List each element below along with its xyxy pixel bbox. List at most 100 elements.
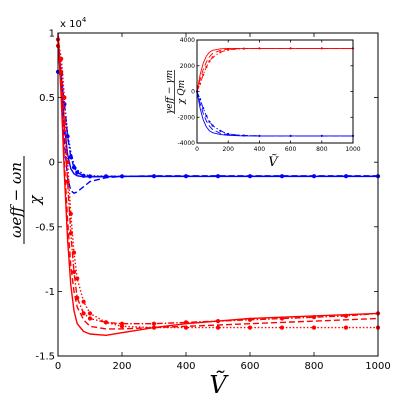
main-y-tick-label: 1	[49, 29, 55, 40]
inset-y-tick-label: -2000	[178, 114, 196, 121]
inset-series-5-point	[211, 124, 214, 127]
inset-y-tick-label: 0	[191, 89, 195, 96]
main-series-7-point	[247, 325, 253, 330]
main-plot-frame	[57, 32, 379, 357]
inset-x-tick-label: 800	[316, 146, 328, 153]
main-series-6-point	[81, 311, 86, 316]
main-series-7-point	[119, 324, 125, 329]
inset-y-label-numerator: γeff − γm	[165, 70, 175, 114]
main-series-6-point	[75, 295, 80, 300]
main-y-tick-label: -0.5	[35, 222, 55, 233]
inset-series-5-point	[199, 98, 202, 101]
y-multiplier: x 104	[60, 16, 87, 30]
main-x-tick-label: 400	[176, 361, 195, 372]
main-series-6-point	[215, 319, 221, 324]
inset-x-tick-label: 600	[285, 146, 297, 153]
main-series-6-point	[279, 316, 285, 321]
main-x-tick-label: 600	[240, 361, 259, 372]
inset-series-2-point	[208, 60, 211, 63]
main-series-7-point	[65, 160, 70, 165]
main-x-tick-label: 200	[112, 361, 131, 372]
main-series-7-point	[87, 311, 93, 316]
inset-background	[197, 40, 353, 143]
main-series-2-point	[103, 174, 109, 179]
main-series-7-point	[103, 320, 109, 325]
main-y-tick-label: -1.5	[35, 352, 55, 363]
main-series-7-point	[75, 276, 80, 281]
main-series-7-point	[183, 325, 189, 330]
main-series-2-point	[81, 173, 86, 178]
inset-series-2-point	[199, 82, 202, 85]
inset-x-tick-label: 200	[222, 146, 234, 153]
inset-x-tick-label: 1000	[345, 146, 360, 153]
main-x-tick-label: 800	[304, 361, 323, 372]
inset-x-tick-label: 0	[195, 146, 199, 153]
main-series-6-point	[183, 320, 189, 325]
main-y-tick-label: -1	[45, 287, 55, 298]
main-series-line-3	[57, 39, 378, 177]
main-series-7-point	[81, 299, 86, 304]
main-series-6-point	[71, 269, 77, 275]
main-y-label: ωeff − ωn χ	[7, 156, 44, 244]
inset-y-tick-label: 4000	[180, 37, 195, 44]
inset-series-2-point	[289, 47, 292, 50]
main-x-tick-label: 0	[55, 361, 61, 372]
main-series-6-point	[247, 317, 253, 322]
inset-series-5-point	[205, 114, 208, 118]
inset-series-5-point	[219, 129, 222, 132]
inset-series-5-point	[227, 132, 230, 136]
main-series-line-5	[57, 35, 379, 330]
main-series-2-point	[279, 174, 285, 179]
main-series-2-point	[311, 174, 317, 179]
inset-y-label-denominator: χ Qm	[177, 80, 187, 105]
main-series-2-point	[247, 174, 253, 179]
main-series-7-point	[62, 95, 67, 100]
inset-series-2-point	[219, 51, 222, 54]
inset-series-2-point	[227, 48, 230, 51]
main-series-6-point	[87, 316, 93, 321]
inset-x-tick-label: 400	[254, 146, 266, 153]
main-x-tick-label: 1000	[365, 361, 390, 372]
main-x-label: Ṽ	[209, 370, 229, 399]
main-series-group	[55, 32, 381, 336]
inset-series-2-point	[320, 47, 323, 50]
main-plot: x 104 0 200 400 600 800 1000 1 0.5 0 -0.5 -1 -1.5 ω…	[7, 16, 391, 399]
inset-series-2-point	[202, 73, 205, 76]
main-series-2-point	[215, 174, 221, 179]
main-series-7-point	[215, 325, 221, 330]
inset-plot: 0 200 400 600 800 1000 4000 2000 0 -2000 -4000 γef…	[165, 37, 361, 170]
main-y-label-denominator: χ	[26, 195, 44, 206]
inset-series-2-point	[211, 56, 214, 59]
main-series-7-point	[68, 211, 73, 216]
main-series-7-point	[311, 325, 317, 330]
main-series-6-point	[311, 315, 317, 320]
inset-series-group	[195, 47, 355, 137]
inset-series-5-point	[289, 134, 292, 137]
main-y-tick-label: 0	[49, 158, 55, 169]
main-series-7-point	[279, 325, 285, 330]
main-y-label-numerator: ωeff − ωn	[7, 162, 25, 238]
main-series-6-point	[343, 313, 349, 318]
inset-series-5-point	[258, 134, 261, 137]
inset-series-5-point	[202, 107, 205, 110]
inset-axis-ticks: 0 200 400 600 800 1000 4000 2000 0 -2000 -4000	[178, 37, 361, 153]
inset-y-tick-label: 2000	[180, 63, 195, 70]
inset-y-label: γeff − γm χ Qm	[165, 70, 187, 114]
inset-series-5-point	[242, 134, 245, 137]
main-axis-ticks: 0 200 400 600 800 1000 1 0.5 0 -0.5 -1 -1.5	[35, 29, 390, 373]
inset-series-2-point	[205, 65, 208, 69]
main-series-7-point	[59, 56, 64, 61]
main-series-7-point	[151, 325, 157, 330]
inset-x-label: Ṽ	[268, 154, 279, 170]
inset-series-5-point	[320, 134, 323, 137]
main-y-tick-label: 0.5	[39, 93, 55, 104]
inset-y-tick-label: -4000	[178, 140, 196, 147]
inset-series-2-point	[242, 47, 245, 50]
main-series-7-point	[71, 250, 77, 255]
inset-series-5-point	[208, 120, 211, 123]
main-series-2-point	[71, 165, 77, 170]
main-series-6-point	[151, 321, 157, 326]
main-series-7-point	[343, 325, 349, 330]
inset-series-2-point	[258, 47, 261, 50]
